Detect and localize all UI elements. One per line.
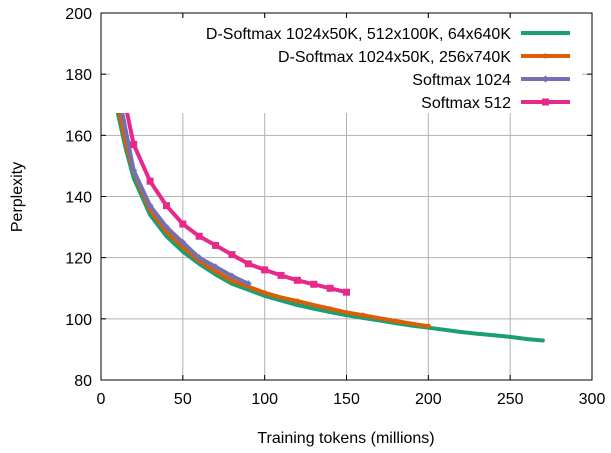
- data-point: [130, 167, 138, 175]
- legend-marker: [542, 75, 549, 83]
- data-point: [293, 276, 301, 284]
- data-point: [360, 312, 366, 318]
- x-tick-label: 100: [251, 391, 278, 408]
- data-point: [425, 323, 431, 329]
- series-3: [113, 84, 252, 288]
- y-axis-label: Perplexity: [9, 162, 26, 232]
- data-point: [212, 241, 220, 249]
- y-tick-label: 120: [65, 251, 92, 268]
- x-tick-label: 250: [497, 391, 524, 408]
- data-point: [195, 254, 203, 262]
- data-point: [244, 280, 252, 288]
- data-point: [146, 202, 154, 210]
- data-point: [261, 266, 269, 274]
- data-point: [393, 318, 399, 324]
- data-point: [195, 232, 203, 240]
- legend-background: [110, 18, 582, 113]
- data-point: [262, 290, 268, 296]
- x-tick-label: 50: [174, 391, 192, 408]
- y-tick-label: 80: [74, 373, 92, 390]
- data-point: [130, 141, 138, 149]
- data-point: [343, 288, 350, 296]
- data-point: [228, 272, 236, 280]
- data-point: [162, 202, 170, 210]
- y-tick-label: 180: [65, 67, 92, 84]
- y-tick-label: 100: [65, 312, 92, 329]
- series-line: [115, 101, 431, 329]
- data-point: [244, 260, 252, 268]
- x-tick-label: 200: [415, 391, 442, 408]
- data-point: [326, 284, 334, 292]
- legend-marker: [542, 98, 549, 106]
- y-tick-label: 140: [65, 190, 92, 207]
- legend-label: Softmax 1024: [412, 72, 511, 89]
- x-axis-label: Training tokens (millions): [257, 430, 434, 447]
- data-point: [146, 177, 154, 185]
- y-tick-label: 160: [65, 128, 92, 145]
- y-tick-label: 200: [65, 6, 92, 23]
- data-point: [179, 238, 187, 246]
- series-1: [115, 108, 545, 343]
- legend: D-Softmax 1024x50K, 512x100K, 64x640K D-S…: [110, 18, 582, 113]
- x-tick-label: 300: [579, 391, 606, 408]
- x-tick-label: 150: [333, 391, 360, 408]
- data-point: [162, 223, 170, 231]
- data-point: [212, 263, 220, 271]
- legend-label: Softmax 512: [421, 95, 511, 112]
- data-point: [294, 298, 300, 304]
- data-point: [310, 280, 318, 288]
- data-point: [327, 306, 333, 312]
- legend-label: D-Softmax 1024x50K, 256x740K: [278, 49, 511, 66]
- x-tick-label: 0: [97, 391, 106, 408]
- data-point: [228, 251, 236, 259]
- series-line: [115, 108, 545, 343]
- data-point: [179, 220, 187, 228]
- legend-label: D-Softmax 1024x50K, 512x100K, 64x640K: [206, 26, 511, 43]
- axis-ticks: 0 50 100 150 200 250 300 80 100 120 140 160 180 200: [65, 6, 605, 408]
- data-point: [277, 271, 285, 279]
- data-point: [229, 278, 235, 284]
- legend-marker: [543, 53, 548, 59]
